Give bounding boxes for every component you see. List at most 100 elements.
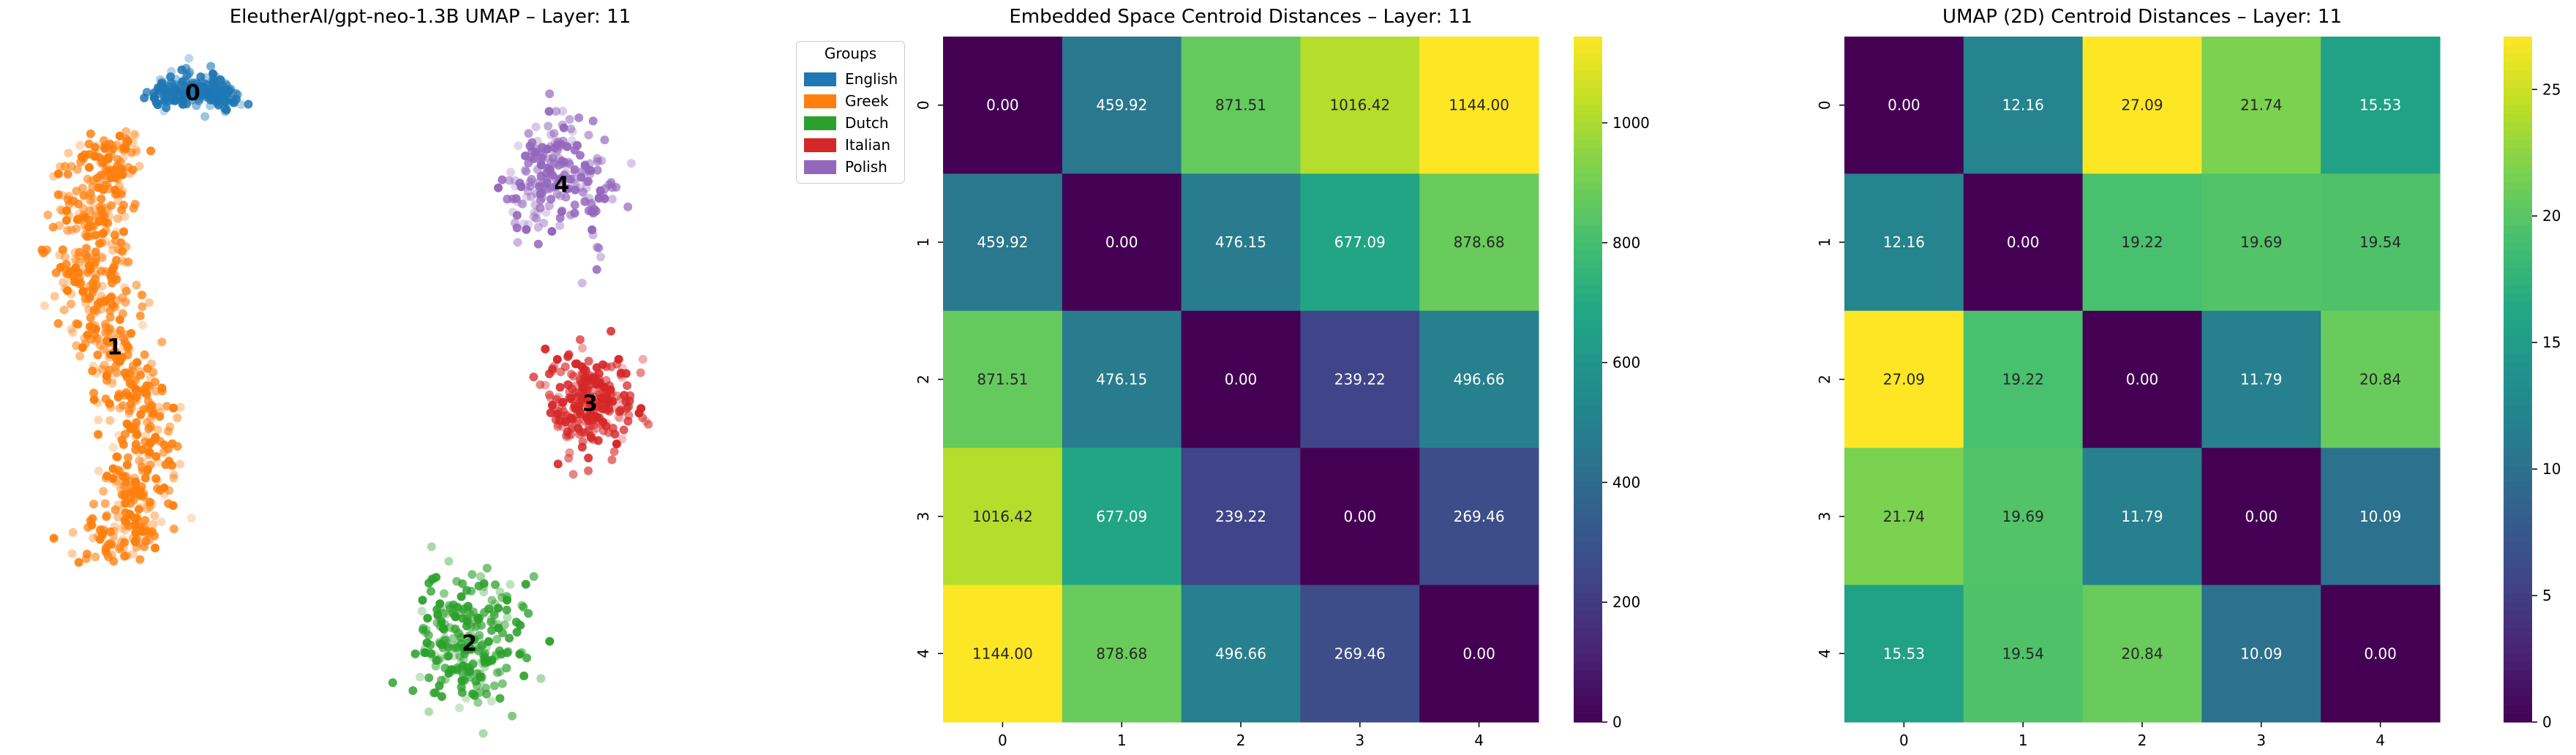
embedded-cell-label-r1-c3: 677.09 xyxy=(1334,233,1386,251)
scatter-point-dutch xyxy=(417,606,427,616)
scatter-point-dutch xyxy=(502,664,511,673)
scatter-point-greek xyxy=(151,452,161,461)
scatter-point-polish xyxy=(573,140,582,150)
embedded-x-tick-label: 1 xyxy=(1117,732,1127,749)
scatter-point-greek xyxy=(91,269,100,279)
scatter-point-dutch xyxy=(511,617,521,627)
umap2d-cell-r4-c4 xyxy=(2321,585,2441,723)
scatter-point-dutch xyxy=(536,674,546,683)
scatter-point-italian xyxy=(541,345,550,353)
scatter-point-dutch xyxy=(427,587,435,596)
embedded-colorbar-segment xyxy=(1574,525,1602,534)
scatter-point-english xyxy=(212,97,222,107)
scatter-point-greek xyxy=(43,210,53,219)
scatter-point-polish xyxy=(547,195,556,204)
scatter-point-greek xyxy=(165,422,175,432)
embedded-colorbar-segment xyxy=(1574,550,1602,560)
scatter-point-greek xyxy=(91,552,100,562)
scatter-point-greek xyxy=(93,398,102,407)
scatter-point-greek xyxy=(105,350,115,359)
umap2d-colorbar-segment xyxy=(2504,259,2532,268)
embedded-colorbar-segment xyxy=(1574,585,1602,594)
scatter-point-greek xyxy=(92,183,102,192)
scatter-point-greek xyxy=(146,460,155,470)
scatter-point-greek xyxy=(138,492,147,502)
scatter-point-dutch xyxy=(464,645,473,653)
scatter-point-greek xyxy=(102,471,112,481)
scatter-series-dutch xyxy=(388,542,555,738)
scatter-point-polish xyxy=(596,186,605,195)
embedded-cell-label-r1-c0: 459.92 xyxy=(977,233,1028,251)
scatter-point-greek xyxy=(141,431,150,440)
scatter-point-greek xyxy=(89,176,98,185)
embedded-cell-label-r0-c4: 1144.00 xyxy=(1449,97,1509,114)
umap2d-colorbar-segment xyxy=(2504,113,2532,123)
umap2d-cell-label-r0-c0: 0.00 xyxy=(1888,97,1920,114)
scatter-point-greek xyxy=(126,499,135,508)
umap2d-cell-r0-c3 xyxy=(2201,37,2321,174)
scatter-point-polish xyxy=(547,130,556,139)
umap2d-cell-label-r2-c4: 20.84 xyxy=(2359,371,2401,388)
embedded-colorbar-segment xyxy=(1574,79,1602,89)
umap2d-cell-label-r3-c4: 10.09 xyxy=(2359,508,2401,525)
umap2d-colorbar-segment xyxy=(2504,216,2532,226)
embedded-colorbar-segment xyxy=(1574,576,1602,586)
scatter-point-greek xyxy=(146,502,154,511)
embedded-colorbar-segment xyxy=(1574,45,1602,55)
scatter-point-greek xyxy=(72,187,81,196)
scatter-point-greek xyxy=(152,476,162,485)
scatter-point-polish xyxy=(565,115,574,124)
scatter-point-greek xyxy=(131,440,140,449)
scatter-point-english xyxy=(159,106,169,116)
scatter-point-italian xyxy=(552,355,562,364)
scatter-point-greek xyxy=(113,214,122,223)
scatter-point-italian xyxy=(624,410,634,420)
embedded-colorbar-segment xyxy=(1574,105,1602,115)
scatter-point-greek xyxy=(153,484,162,493)
scatter-point-dutch xyxy=(443,651,453,661)
scatter-point-dutch xyxy=(437,675,446,685)
scatter-point-dutch xyxy=(487,615,496,624)
scatter-point-greek xyxy=(100,499,110,508)
scatter-point-greek xyxy=(94,217,104,226)
scatter-point-dutch xyxy=(478,639,488,649)
scatter-point-greek xyxy=(81,250,91,259)
embedded-cell-r1-c0 xyxy=(943,173,1063,312)
scatter-point-greek xyxy=(121,525,130,535)
umap2d-colorbar-tick-label: 20 xyxy=(2542,207,2561,225)
umap-heatmap-title: UMAP (2D) Centroid Distances – Layer: 11 xyxy=(1942,6,2343,28)
scatter-point-greek xyxy=(84,215,94,225)
scatter-point-italian xyxy=(553,422,563,432)
scatter-point-greek xyxy=(122,460,132,470)
embedded-colorbar-segment xyxy=(1574,490,1602,500)
scatter-point-greek xyxy=(63,225,72,235)
scatter-point-greek xyxy=(126,399,135,409)
scatter-point-greek xyxy=(61,284,70,293)
embedded-cell-r1-c1 xyxy=(1062,173,1182,312)
scatter-point-greek xyxy=(90,324,99,334)
scatter-point-greek xyxy=(169,473,179,483)
umap2d-cell-r0-c1 xyxy=(1963,37,2084,174)
legend-item-italian: Italian xyxy=(804,135,890,154)
scatter-point-greek xyxy=(132,543,141,552)
umap2d-cell-r1-c3 xyxy=(2201,173,2321,312)
scatter-point-greek xyxy=(118,256,127,266)
scatter-point-english xyxy=(200,83,210,93)
legend-swatch-english xyxy=(804,72,836,86)
umap2d-x-tick-label: 3 xyxy=(2256,732,2266,749)
scatter-point-greek xyxy=(75,140,85,150)
scatter-point-greek xyxy=(119,153,128,162)
scatter-point-greek xyxy=(105,323,114,333)
umap2d-colorbar-segment xyxy=(2504,139,2532,149)
umap2d-colorbar-segment xyxy=(2504,353,2532,363)
scatter-point-greek xyxy=(123,350,132,360)
scatter-point-greek xyxy=(86,516,95,525)
embedded-colorbar-segment xyxy=(1574,448,1602,457)
scatter-point-greek xyxy=(165,457,173,466)
embedded-colorbar-segment xyxy=(1574,405,1602,414)
scatter-point-polish xyxy=(544,201,554,211)
umap2d-cell-r2-c0 xyxy=(1844,310,1964,448)
embedded-cell-r0-c3 xyxy=(1300,37,1420,174)
embedded-cell-r1-c2 xyxy=(1181,173,1301,312)
scatter-point-greek xyxy=(58,245,67,255)
